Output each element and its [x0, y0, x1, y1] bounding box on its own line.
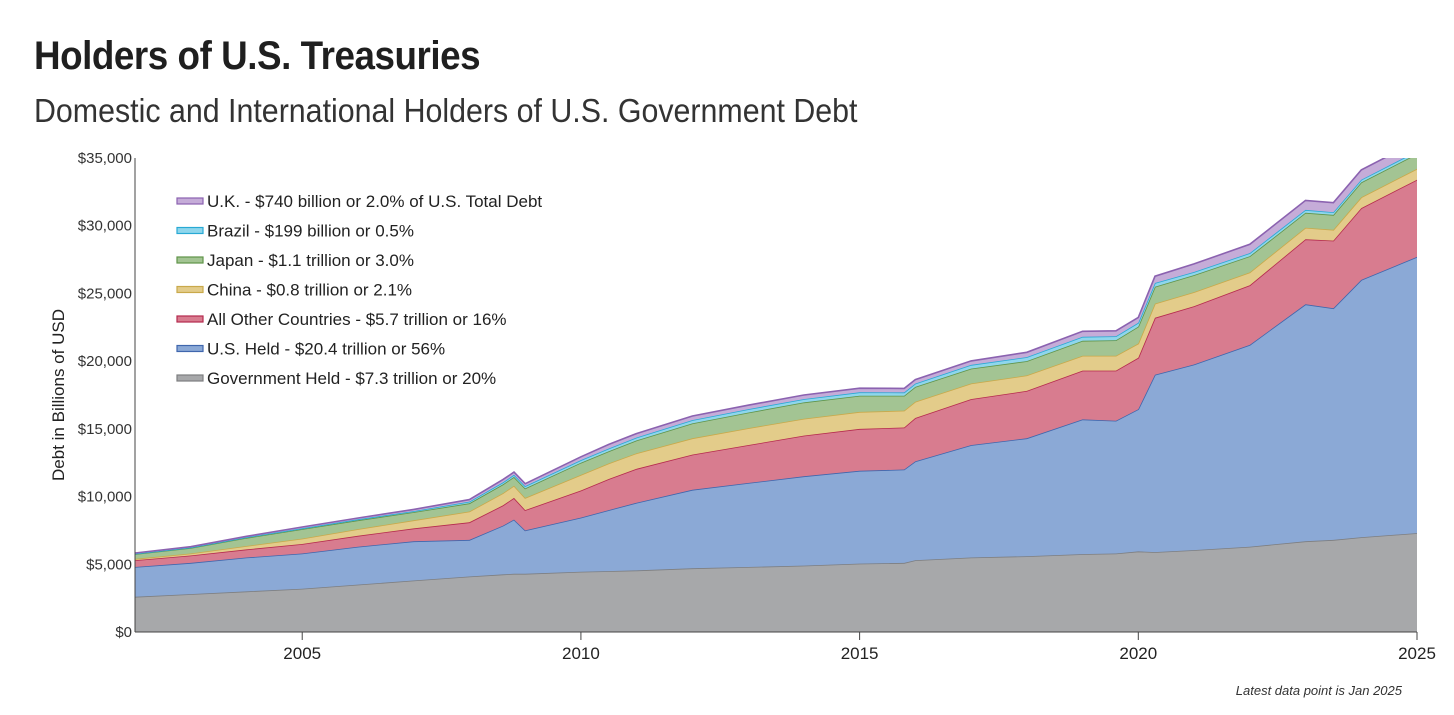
x-axis: 2005 2010 2015 2020 2025: [135, 631, 1436, 663]
legend-item-brazil: Brazil - $199 billion or 0.5%: [176, 222, 414, 241]
legend-label: All Other Countries - $5.7 trillion or 1…: [207, 310, 507, 329]
legend-swatch: [176, 374, 204, 382]
y-axis: $0 $5,000 $10,000 $15,000 $20,000 $25,000 $30,…: [78, 150, 136, 641]
x-tick-label: 2005: [283, 644, 321, 663]
x-tick-label: 2025: [1398, 644, 1436, 663]
area-u-s-held: [135, 256, 1417, 597]
legend-item-all-other-countries: All Other Countries - $5.7 trillion or 1…: [176, 310, 507, 329]
legend-label: China - $0.8 trillion or 2.1%: [207, 281, 412, 300]
y-tick-label: $35,000: [78, 150, 132, 167]
y-tick-label: $20,000: [78, 353, 132, 370]
legend-item-government-held: Government Held - $7.3 trillion or 20%: [176, 369, 496, 388]
legend-label: Brazil - $199 billion or 0.5%: [207, 222, 414, 241]
y-axis-label: Debt in Billions of USD: [49, 309, 68, 481]
y-tick-label: $10,000: [78, 489, 132, 506]
legend-swatch: [176, 197, 204, 205]
chart-subtitle: Domestic and International Holders of U.…: [34, 92, 858, 129]
legend-swatch: [176, 315, 204, 323]
legend-item-u-s-held: U.S. Held - $20.4 trillion or 56%: [176, 340, 445, 359]
legend-label: Government Held - $7.3 trillion or 20%: [207, 369, 496, 388]
legend-label: U.S. Held - $20.4 trillion or 56%: [207, 340, 445, 359]
legend-label: U.K. - $740 billion or 2.0% of U.S. Tota…: [207, 192, 542, 211]
y-tick-label: $0: [115, 624, 132, 641]
legend-swatch: [176, 226, 204, 235]
legend: U.K. - $740 billion or 2.0% of U.S. Tota…: [176, 192, 542, 388]
area-government-held: [135, 533, 1417, 632]
footnote: Latest data point is Jan 2025: [1235, 683, 1402, 698]
x-tick-label: 2020: [1119, 644, 1157, 663]
chart-title: Holders of U.S. Treasuries: [34, 34, 481, 78]
area-series-group: [135, 158, 1417, 632]
legend-swatch: [176, 285, 204, 294]
legend-swatch: [176, 256, 204, 264]
area-edge-u-k: [135, 158, 1387, 554]
legend-label: Japan - $1.1 trillion or 3.0%: [207, 251, 414, 270]
y-tick-label: $30,000: [78, 218, 132, 235]
legend-item-japan: Japan - $1.1 trillion or 3.0%: [176, 251, 414, 270]
y-tick-label: $25,000: [78, 285, 132, 302]
y-tick-label: $5,000: [86, 556, 132, 573]
x-tick-label: 2010: [562, 644, 600, 663]
y-tick-label: $15,000: [78, 421, 132, 438]
legend-swatch: [176, 344, 204, 353]
x-tick-label: 2015: [841, 644, 879, 663]
legend-item-u-k: U.K. - $740 billion or 2.0% of U.S. Tota…: [176, 192, 542, 211]
legend-item-china: China - $0.8 trillion or 2.1%: [176, 281, 412, 300]
